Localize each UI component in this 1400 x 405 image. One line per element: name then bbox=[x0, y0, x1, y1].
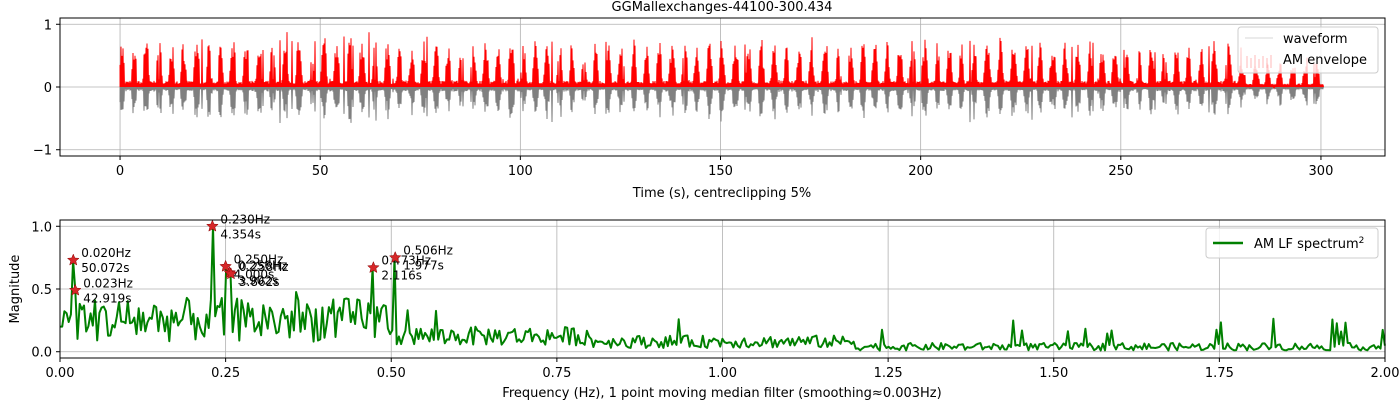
waveform-xtick-label: 200 bbox=[908, 164, 933, 179]
am-envelope-legend-swatch bbox=[1246, 55, 1272, 68]
spectrum-ticks: 0.00 0.25 0.50 0.75 1.00 1.25 1.50 1.75 2.00 0.0 0… bbox=[31, 220, 1399, 381]
waveform-legend-label: waveform bbox=[1283, 32, 1348, 47]
spectrum-legend-superscript: 2 bbox=[1359, 236, 1365, 246]
waveform-ytick-label: 1 bbox=[44, 18, 52, 33]
peak-period-label: 3.902s bbox=[238, 274, 279, 288]
waveform-xtick-label: 0 bbox=[116, 164, 124, 179]
waveform-xtick-label: 250 bbox=[1108, 164, 1133, 179]
waveform-trace bbox=[119, 85, 1324, 124]
peak-period-label: 42.919s bbox=[83, 291, 131, 305]
spectrum-ytick-label: 0.5 bbox=[31, 283, 52, 298]
waveform-xtick-label: 150 bbox=[708, 164, 733, 179]
peak-marker bbox=[219, 259, 232, 272]
spectrum-xtick-label: 0.50 bbox=[377, 366, 406, 381]
spectrum-xtick-label: 1.00 bbox=[708, 366, 737, 381]
peak-period-label: 50.072s bbox=[81, 261, 129, 275]
peak-period-label: 4.000s bbox=[234, 267, 275, 281]
spectrum-xtick-label: 1.75 bbox=[1205, 366, 1234, 381]
spectrum-xlabel: Frequency (Hz), 1 point moving median fi… bbox=[502, 386, 941, 400]
peak-marker bbox=[68, 283, 82, 296]
waveform-legend: waveform AM envelope bbox=[1237, 26, 1379, 74]
am-envelope-trace bbox=[119, 32, 1324, 89]
spectrum-xtick-label: 2.00 bbox=[1371, 366, 1400, 381]
peak-period-label: 2.116s bbox=[381, 269, 422, 283]
peak-marker bbox=[206, 219, 219, 232]
spectrum-legend-box bbox=[1205, 227, 1379, 259]
spectrum-xtick-label: 0.75 bbox=[542, 366, 571, 381]
spectrum-xtick-label: 1.50 bbox=[1039, 366, 1068, 381]
waveform-ytick-label: −1 bbox=[33, 144, 52, 159]
am-envelope-series bbox=[119, 32, 1324, 89]
peak-marker bbox=[224, 267, 238, 280]
spectrum-legend-label: AM LF spectrum2 bbox=[1254, 236, 1364, 252]
spectrum-legend-name: AM LF spectrum bbox=[1254, 237, 1359, 252]
peak-marker bbox=[66, 253, 80, 266]
waveform-panel: GGMallexchanges-44100-300.434 0 50 100 150 2… bbox=[33, 0, 1386, 201]
waveform-series bbox=[119, 85, 1324, 124]
spectrum-xtick-label: 1.25 bbox=[874, 366, 903, 381]
peak-freq-label: 0.506Hz bbox=[403, 244, 453, 258]
spectrum-ytick-label: 1.0 bbox=[31, 220, 52, 235]
peak-marker bbox=[388, 250, 402, 264]
peak-freq-label: 0.020Hz bbox=[81, 246, 131, 260]
waveform-ytick-label: 0 bbox=[44, 81, 52, 96]
waveform-ticks: 0 50 100 150 200 250 300 −1 0 1 bbox=[33, 18, 1334, 179]
peak-freq-label: 0.230Hz bbox=[220, 212, 270, 226]
peak-period-label: 3.862s bbox=[239, 275, 280, 289]
spectrum-xtick-label: 0.25 bbox=[211, 366, 240, 381]
spectrum-legend: AM LF spectrum2 bbox=[1205, 227, 1379, 259]
spectrum-xtick-label: 0.00 bbox=[46, 366, 75, 381]
peak-freq-label: 0.023Hz bbox=[83, 276, 133, 290]
peak-freq-label: 0.250Hz bbox=[234, 252, 284, 266]
waveform-xlabel: Time (s), centreclipping 5% bbox=[632, 186, 811, 201]
peak-period-label: 1.977s bbox=[403, 259, 444, 273]
spectrum-line bbox=[60, 225, 1386, 352]
peak-period-label: 4.354s bbox=[220, 227, 261, 241]
spectrum-ytick-label: 0.0 bbox=[31, 346, 52, 361]
spectrum-grid bbox=[59, 220, 1386, 358]
peak-freq-label: 0.256Hz bbox=[238, 259, 288, 273]
peak-freq-label: 0.258Hz bbox=[239, 260, 289, 274]
spectrum-ylabel: Magnitude bbox=[8, 255, 23, 324]
waveform-legend-box bbox=[1237, 26, 1379, 74]
waveform-xtick-label: 50 bbox=[312, 164, 329, 179]
waveform-xtick-label: 100 bbox=[508, 164, 533, 179]
peak-marker bbox=[367, 261, 380, 274]
waveform-title: GGMallexchanges-44100-300.434 bbox=[612, 0, 833, 15]
waveform-xtick-label: 300 bbox=[1309, 164, 1334, 179]
am-envelope-legend-label: AM envelope bbox=[1283, 53, 1367, 68]
